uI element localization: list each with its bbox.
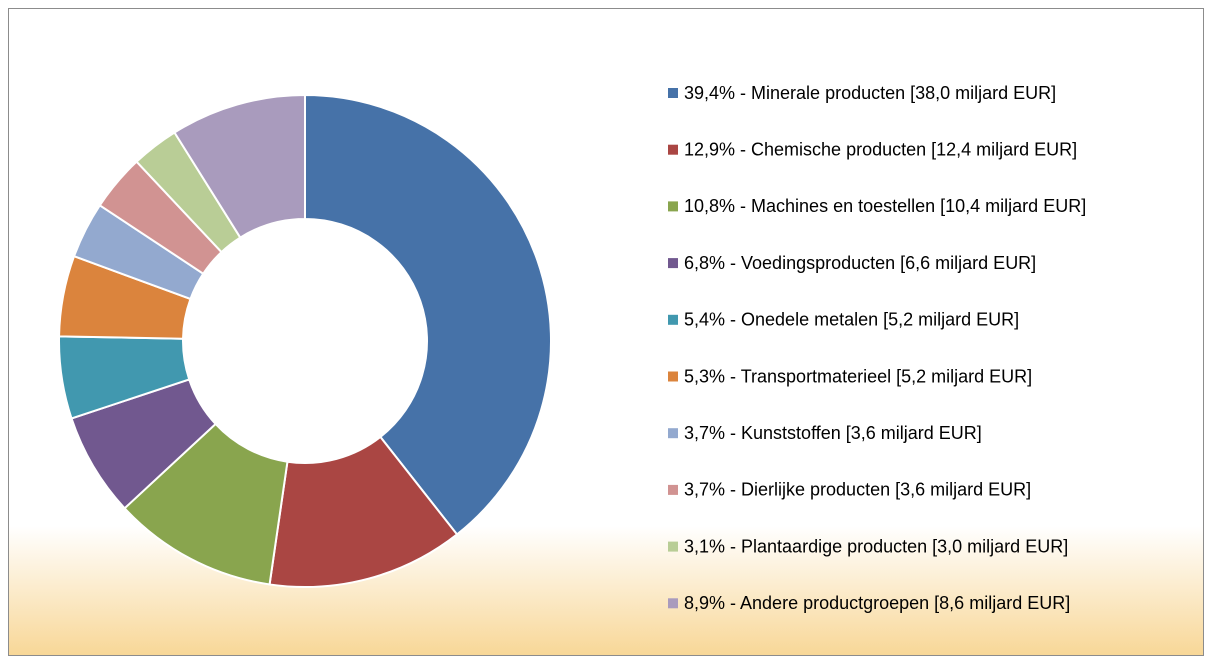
legend-label: 39,4% - Minerale producten [38,0 miljard…: [684, 83, 1056, 103]
legend-swatch: [668, 428, 678, 439]
legend-swatch: [668, 598, 678, 609]
donut-slice: [304, 93, 552, 536]
donut-slice: [173, 93, 306, 239]
legend-label: 6,8% - Voedingsproducten [6,6 miljard EU…: [684, 253, 1036, 273]
legend-swatch: [668, 484, 678, 495]
legend-swatch: [668, 541, 678, 552]
legend-label: 10,8% - Machines en toestellen [10,4 mil…: [684, 196, 1086, 216]
donut-slice: [268, 435, 459, 588]
legend-swatch: [668, 371, 678, 382]
legend-swatch: [668, 88, 678, 98]
legend-label: 5,4% - Onedele metalen [5,2 miljard EUR]: [684, 310, 1019, 330]
legend-label: 8,9% - Andere productgroepen [8,6 miljar…: [684, 593, 1070, 613]
legend-label: 12,9% - Chemische producten [12,4 miljar…: [684, 139, 1077, 159]
legend-label: 3,7% - Kunststoffen [3,6 miljard EUR]: [684, 423, 982, 443]
legend-label: 3,7% - Dierlijke producten [3,6 miljard …: [684, 480, 1031, 500]
legend-label: 3,1% - Plantaardige producten [3,0 milja…: [684, 536, 1068, 556]
legend-swatch: [668, 144, 678, 155]
legend-swatch: [668, 201, 678, 212]
chart-frame: [8, 8, 1204, 656]
legend-swatch: [668, 314, 678, 325]
legend-label: 5,3% - Transportmaterieel [5,2 miljard E…: [684, 366, 1032, 386]
legend-swatch: [668, 258, 678, 269]
